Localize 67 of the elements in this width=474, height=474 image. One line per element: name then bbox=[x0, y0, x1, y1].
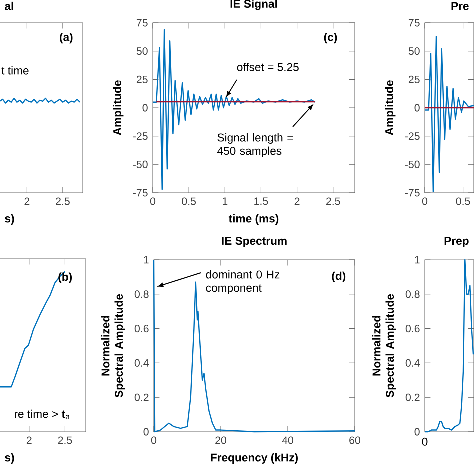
annotation: offset = 5.25 bbox=[237, 63, 299, 72]
y-tick-label: 0 bbox=[142, 104, 148, 112]
line-series bbox=[153, 259, 356, 433]
y-tick-label: 0.6 bbox=[134, 325, 149, 333]
x-tick-label: 2.5 bbox=[326, 198, 340, 206]
y-tick-label: 25 bbox=[408, 76, 420, 84]
chart-title: Prep bbox=[444, 237, 469, 248]
y-tick-label: -75 bbox=[133, 189, 148, 197]
y-tick-label: -25 bbox=[405, 132, 420, 140]
y-tick-label: 0 bbox=[414, 428, 420, 436]
annotation: (d) bbox=[332, 272, 346, 282]
chart-title: al bbox=[5, 2, 14, 10]
annotation: (c) bbox=[324, 33, 338, 44]
annotation: Signal length = 450 samples bbox=[217, 133, 294, 158]
annotation: dominant 0 Hz component bbox=[206, 270, 280, 294]
x-axis-title: time (ms) bbox=[228, 214, 279, 225]
y-tick-label: 0 bbox=[414, 104, 420, 112]
x-tick-label: 0 bbox=[151, 436, 157, 444]
x-tick-label: 1.5 bbox=[254, 198, 268, 206]
x-tick-label: 0.5 bbox=[182, 198, 196, 206]
y-tick-label: 0.4 bbox=[134, 359, 149, 367]
x-tick-label: 2.5 bbox=[56, 198, 70, 206]
line-series bbox=[152, 29, 316, 190]
x-tick-label: 2 bbox=[294, 198, 300, 206]
y-tick-label: 50 bbox=[136, 48, 148, 56]
x-tick-label: 0.5 bbox=[456, 198, 470, 206]
x-axis-title: s) bbox=[5, 453, 14, 464]
y-tick-label: 75 bbox=[408, 19, 420, 27]
x-tick-label: 60 bbox=[350, 436, 361, 444]
y-tick-label: 0.8 bbox=[134, 290, 149, 298]
y-tick-label: -50 bbox=[133, 160, 148, 168]
y-tick-label: 0.2 bbox=[134, 394, 149, 402]
x-tick-label: 1 bbox=[222, 198, 228, 206]
x-tick-label: 0 bbox=[422, 198, 428, 206]
y-tick-label: 1 bbox=[144, 256, 149, 264]
x-tick-label: 0 bbox=[150, 198, 156, 206]
x-tick-label: 2 bbox=[26, 436, 32, 444]
y-axis-title: Normalized Spectral Amplitude bbox=[101, 294, 126, 398]
y-axis-title: Normalized Spectral Amplitude bbox=[372, 294, 396, 398]
y-tick-label: 0.2 bbox=[406, 394, 420, 402]
line-series bbox=[424, 36, 474, 192]
x-tick-label: 20 bbox=[216, 436, 227, 444]
y-tick-label: -50 bbox=[405, 160, 420, 168]
y-axis-title: Amplitude bbox=[113, 80, 124, 136]
x-tick-label: 2 bbox=[24, 198, 30, 206]
chart-title: Pre bbox=[452, 2, 469, 10]
y-tick-label: 75 bbox=[136, 19, 148, 27]
annotation: (b) bbox=[58, 272, 72, 284]
y-tick-label: 25 bbox=[136, 76, 148, 84]
text: t time bbox=[2, 66, 29, 75]
y-tick-label: 0.8 bbox=[406, 290, 420, 298]
y-tick-label: -25 bbox=[133, 132, 148, 140]
y-tick-label: 0 bbox=[144, 428, 149, 436]
x-tick-label: 40 bbox=[282, 436, 294, 444]
y-tick-label: -75 bbox=[405, 189, 420, 197]
y-tick-label: 50 bbox=[408, 48, 420, 56]
y-tick-label: 1 bbox=[415, 256, 420, 264]
chart-title: IE Spectrum bbox=[222, 237, 287, 248]
y-tick-label: 0.6 bbox=[406, 325, 420, 333]
x-axis-title: Frequency (kHz) bbox=[211, 453, 298, 464]
y-tick-label: 0.4 bbox=[406, 359, 420, 367]
chart-title: IE Signal bbox=[230, 0, 278, 10]
x-tick-label: 2.5 bbox=[58, 436, 72, 444]
annotation: re time > t$_{a}$ bbox=[14, 410, 70, 420]
x-axis-title: s) bbox=[5, 214, 14, 225]
y-axis-title: Amplitude bbox=[385, 80, 396, 136]
text: (a) bbox=[60, 33, 73, 44]
